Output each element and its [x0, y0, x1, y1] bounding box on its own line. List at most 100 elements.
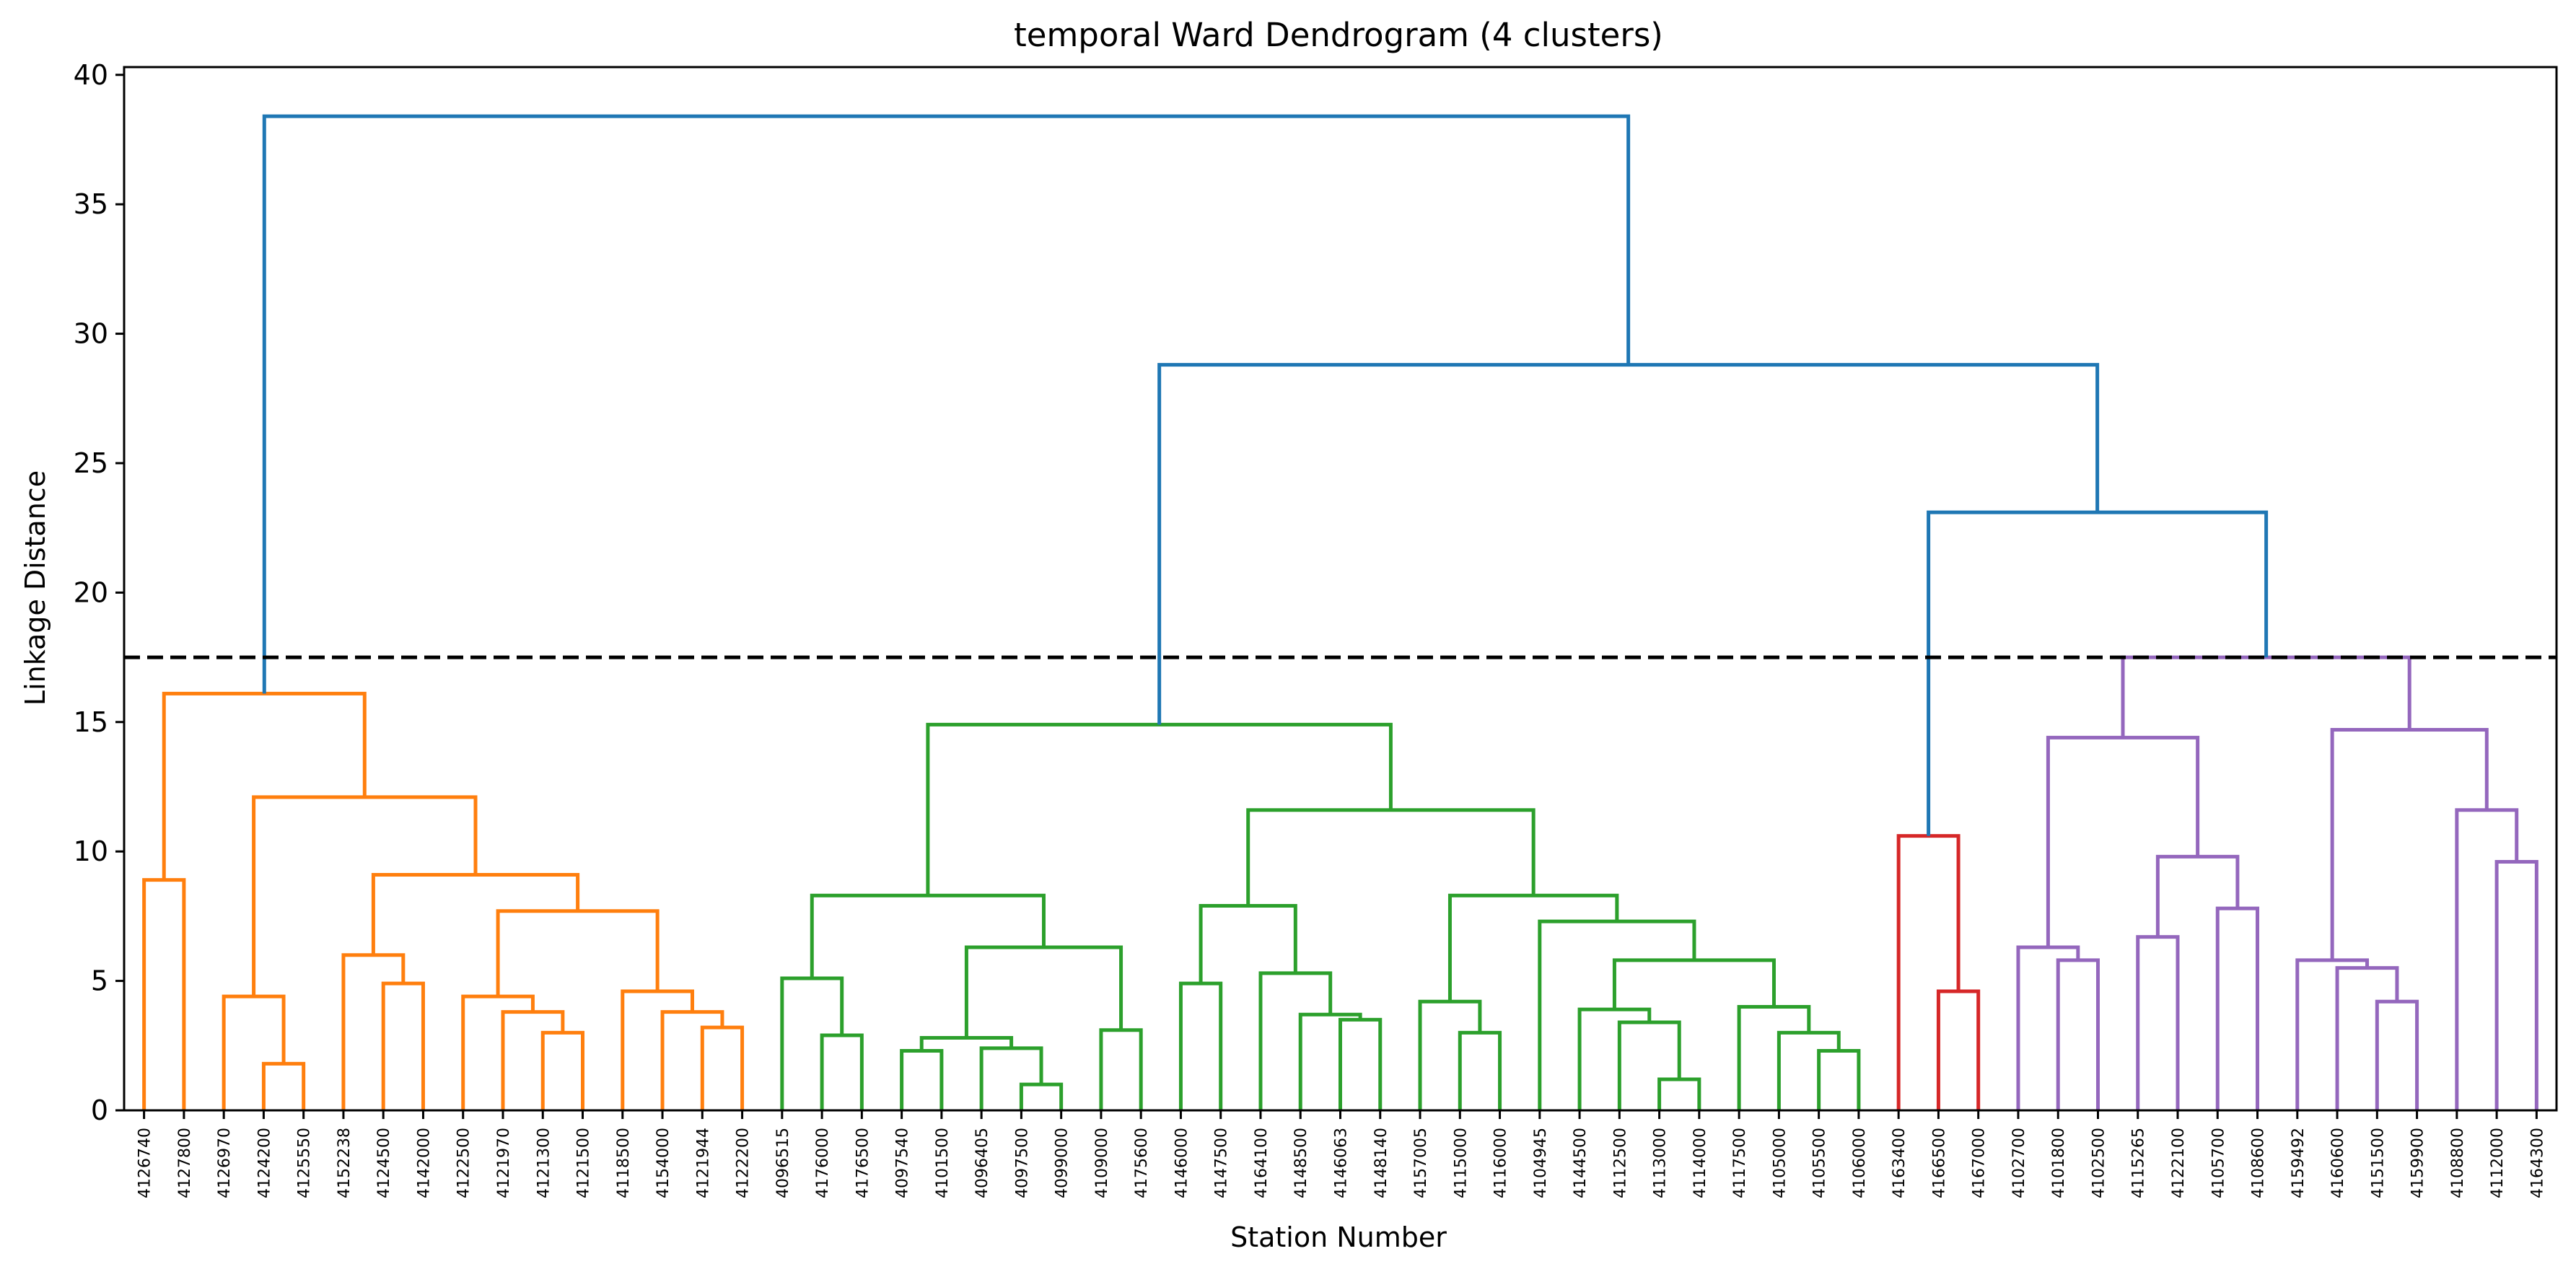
x-tick-label: 4125550: [296, 1128, 314, 1198]
dendrogram-link: [162, 691, 367, 880]
dendrogram-link: [2215, 906, 2260, 1110]
dendrogram-link: [2330, 728, 2489, 960]
x-tick-label: 4121970: [495, 1128, 513, 1198]
x-tick-label: 4160600: [2329, 1128, 2347, 1198]
y-tick-label: 0: [91, 1094, 108, 1126]
dendrogram-link: [979, 1046, 1043, 1110]
dendrogram-link: [1246, 808, 1535, 906]
dendrogram-link: [252, 795, 478, 997]
x-tick-label: 4122100: [2170, 1128, 2188, 1198]
y-tick-label: 40: [74, 59, 108, 91]
y-tick-label: 5: [91, 965, 108, 997]
x-tick-label: 4096515: [774, 1128, 792, 1198]
dendrogram-link: [501, 1010, 565, 1110]
dendrogram-link: [261, 1061, 306, 1110]
dendrogram-link: [2494, 860, 2538, 1110]
x-tick-label: 4151500: [2369, 1128, 2387, 1198]
x-tick-label: 4175600: [1133, 1128, 1151, 1198]
dendrogram-link: [341, 953, 406, 1110]
x-tick-label: 4113000: [1652, 1128, 1670, 1198]
x-tick-label: 4164100: [1253, 1128, 1271, 1198]
dendrogram-link: [1099, 1028, 1143, 1110]
dendrogram-link: [496, 909, 660, 997]
dendrogram-link: [1936, 989, 1981, 1110]
dendrogram-link: [222, 994, 286, 1110]
x-tick-label: 4126740: [136, 1128, 154, 1198]
x-tick-label: 4154000: [654, 1128, 673, 1198]
dendrogram-link: [1157, 363, 2100, 725]
x-tick-label: 4106000: [1851, 1128, 1869, 1198]
x-tick-label: 4102500: [2090, 1128, 2108, 1198]
x-tick-label: 4176000: [814, 1128, 832, 1198]
x-tick-label: 4159900: [2409, 1128, 2427, 1198]
x-tick-label: 4105700: [2209, 1128, 2227, 1198]
dendrogram-link: [381, 981, 425, 1110]
dendrogram-link: [780, 976, 844, 1110]
dendrogram-link: [142, 878, 186, 1110]
x-tick-label: 4163400: [1891, 1128, 1909, 1198]
x-tick-label: 4099000: [1053, 1128, 1072, 1198]
dendrogram-link: [1418, 999, 1482, 1110]
dendrogram-link: [1019, 1082, 1064, 1110]
dendrogram-link: [1777, 1030, 1841, 1110]
y-tick-label: 25: [74, 447, 108, 479]
dendrogram-link: [1896, 834, 1961, 1110]
x-tick-label: 4167000: [1971, 1128, 1989, 1198]
dendrogram-link: [2375, 999, 2419, 1110]
x-tick-label: 4109000: [1093, 1128, 1111, 1198]
x-tick-label: 4147500: [1213, 1128, 1231, 1198]
x-tick-label: 4115265: [2130, 1128, 2148, 1198]
x-tick-label: 4104945: [1532, 1128, 1550, 1198]
x-tick-label: 4146063: [1333, 1128, 1351, 1198]
x-tick-label: 4105000: [1771, 1128, 1789, 1198]
dendrogram-link: [900, 1048, 944, 1110]
x-tick-label: 4101800: [2050, 1128, 2068, 1198]
x-tick-label: 4122500: [455, 1128, 473, 1198]
x-tick-label: 4112000: [2489, 1128, 2507, 1198]
y-tick-label: 20: [74, 576, 108, 608]
x-tick-label: 4102700: [2010, 1128, 2028, 1198]
dendrogram-link: [540, 1030, 585, 1110]
x-tick-label: 4126970: [216, 1128, 234, 1198]
plot-frame: [123, 66, 2558, 1112]
y-tick-label: 10: [74, 835, 108, 867]
x-tick-label: 4097540: [894, 1128, 912, 1198]
dendrogram-link: [1817, 1048, 1861, 1110]
dendrogram-link: [2046, 735, 2200, 947]
dendrogram-link: [1339, 1017, 1383, 1110]
dendrogram-link: [621, 989, 694, 1110]
x-tick-label: 4146000: [1173, 1128, 1191, 1198]
chart-title: temporal Ward Dendrogram (4 clusters): [1014, 16, 1663, 54]
y-tick-label: 30: [74, 318, 108, 350]
x-tick-label: 4127800: [176, 1128, 194, 1198]
dendrogram-link: [1737, 1004, 1811, 1110]
x-tick-label: 4148500: [1292, 1128, 1310, 1198]
dendrogram-link: [1617, 1020, 1681, 1110]
dendrogram-link: [1178, 981, 1223, 1110]
x-tick-label: 4105500: [1811, 1128, 1829, 1198]
x-tick-label: 4121500: [575, 1128, 593, 1198]
dendrogram-link: [371, 872, 580, 955]
dendrogram-link: [964, 945, 1123, 1038]
x-tick-label: 4124200: [255, 1128, 273, 1198]
dendrogram-link: [2136, 935, 2180, 1110]
dendrogram-link: [262, 114, 1631, 694]
dendrogram-links: [142, 114, 2538, 1110]
x-tick-label: 4108800: [2449, 1128, 2467, 1198]
dendrogram-link: [2121, 655, 2411, 738]
dendrogram-link: [1447, 893, 1619, 1002]
dendrogram-link: [1577, 1007, 1652, 1110]
dendrogram-link: [2295, 958, 2369, 1110]
dendrogram-link: [1258, 971, 1333, 1110]
x-tick-label: 4157005: [1412, 1128, 1430, 1198]
x-tick-label: 4164300: [2528, 1128, 2546, 1198]
dendrogram-link: [2455, 808, 2519, 1110]
x-tick-label: 4144500: [1572, 1128, 1590, 1198]
x-tick-label: 4121300: [535, 1128, 553, 1198]
x-tick-label: 4122200: [735, 1128, 753, 1198]
dendrogram-link: [700, 1025, 745, 1110]
dendrogram-link: [2155, 854, 2240, 937]
dendrogram-link: [1657, 1077, 1701, 1110]
